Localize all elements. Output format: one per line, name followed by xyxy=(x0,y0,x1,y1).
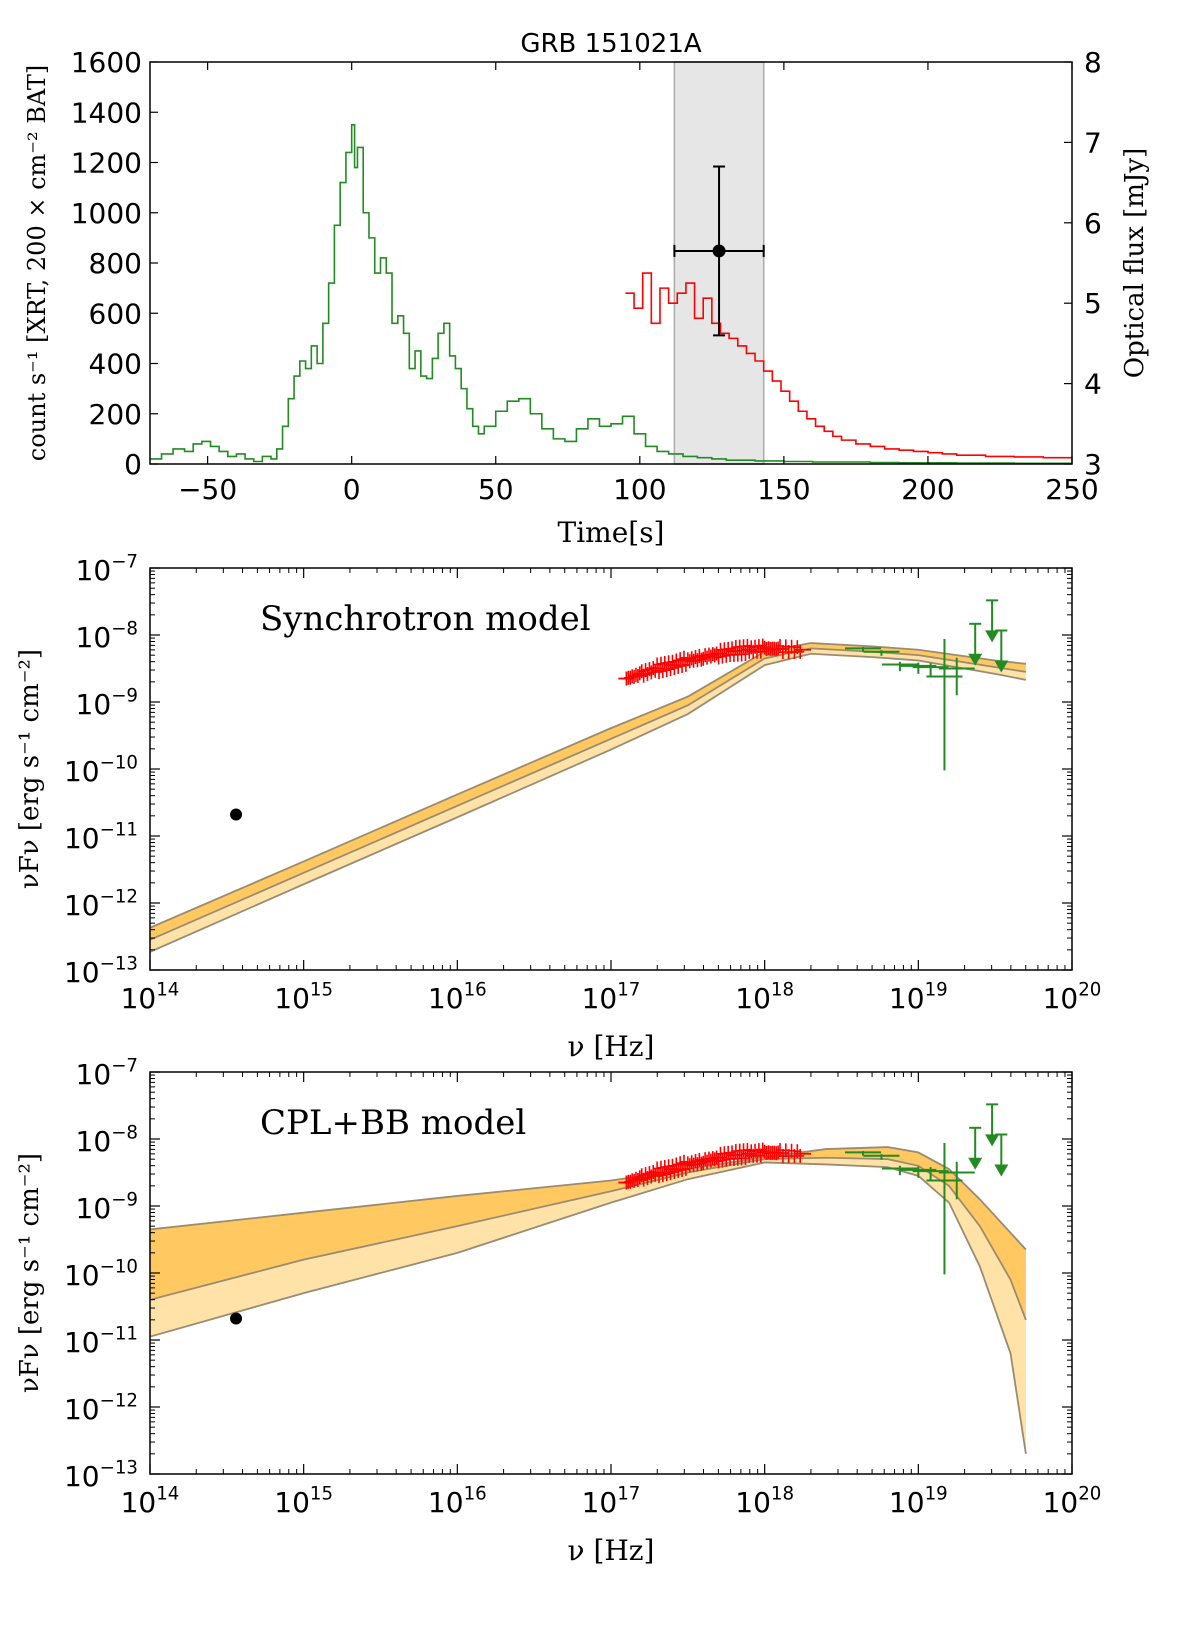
x-tick-label: 200 xyxy=(901,473,954,506)
y-tick-label: 200 xyxy=(89,398,142,431)
x-tick-label: 1017 xyxy=(582,1483,641,1519)
y-tick-label: 10−12 xyxy=(64,886,138,922)
x-tick-label: 1014 xyxy=(121,1483,180,1519)
optical-point xyxy=(230,1312,243,1325)
x-axis-label: Time[s] xyxy=(558,516,665,549)
model-center-line xyxy=(150,1156,1027,1321)
upper-limit-arrow xyxy=(994,660,1009,673)
y-right-tick-label: 5 xyxy=(1084,287,1102,320)
y-tick-label: 1400 xyxy=(71,96,142,129)
model-band-inner xyxy=(150,643,1026,940)
y-tick-label: 10−7 xyxy=(76,551,138,587)
y-right-tick-label: 3 xyxy=(1084,448,1102,481)
y-tick-label: 10−13 xyxy=(64,953,138,989)
x-axis-label: ν [Hz] xyxy=(568,1030,655,1063)
x-tick-label: 0 xyxy=(343,473,361,506)
sed-panel-1: 1014 1015 1016 1017 1018 1019 1020 10−13 10−12 10… xyxy=(15,551,1101,1063)
model-band-inner xyxy=(150,1147,1026,1320)
y-tick-label: 10−9 xyxy=(76,685,138,721)
x-tick-label: 1017 xyxy=(582,979,641,1015)
y-tick-label: 10−11 xyxy=(64,819,138,855)
model-band-outer xyxy=(150,643,1026,952)
upper-limit-arrow xyxy=(968,1157,983,1170)
x-tick-label: 250 xyxy=(1045,473,1098,506)
optical-point xyxy=(712,244,726,258)
y-tick-label: 10−7 xyxy=(76,1055,138,1091)
y-tick-label: 10−11 xyxy=(64,1323,138,1359)
y-tick-label: 0 xyxy=(124,448,142,481)
model-annotation: CPL+BB model xyxy=(260,1103,526,1143)
x-axis-label: ν [Hz] xyxy=(568,1534,655,1567)
model-annotation: Synchrotron model xyxy=(260,599,591,639)
x-tick-label: 150 xyxy=(757,473,810,506)
y-tick-label: 10−8 xyxy=(76,618,138,654)
y-tick-label: 10−9 xyxy=(76,1189,138,1225)
x-tick-label: 1018 xyxy=(735,979,794,1015)
series-xrt-line xyxy=(625,272,1072,460)
y-right-tick-label: 8 xyxy=(1084,46,1102,79)
upper-limit-arrow xyxy=(968,653,983,666)
y-axis-label: count s⁻¹ [XRT, 200 × cm⁻² BAT] xyxy=(23,65,51,461)
model-lower-line xyxy=(150,652,1027,953)
y-tick-label: 1600 xyxy=(71,46,142,79)
sed-panel-2: 1014 1015 1016 1017 1018 1019 1020 10−13 10−12 10… xyxy=(15,1055,1101,1567)
x-tick-label: 1015 xyxy=(274,979,333,1015)
y-right-tick-label: 6 xyxy=(1084,207,1102,240)
x-tick-label: 100 xyxy=(613,473,666,506)
y-tick-label: 800 xyxy=(89,247,142,280)
y-tick-label: 1000 xyxy=(71,197,142,230)
chart-title: GRB 151021A xyxy=(520,29,702,59)
model-lower-line xyxy=(150,1161,1027,1455)
y-tick-label: 400 xyxy=(89,348,142,381)
series-bat-line xyxy=(150,124,1072,464)
x-tick-label: 1016 xyxy=(428,1483,487,1519)
y-tick-label: 10−12 xyxy=(64,1390,138,1426)
x-tick-label: 1020 xyxy=(1043,979,1102,1015)
x-tick-label: 1020 xyxy=(1043,1483,1102,1519)
x-tick-label: 1014 xyxy=(121,979,180,1015)
y-right-tick-label: 4 xyxy=(1084,368,1102,401)
x-tick-label: −50 xyxy=(178,473,237,506)
upper-limit-arrow xyxy=(985,1134,1000,1147)
y-right-axis-label: Optical flux [mJy] xyxy=(1120,148,1150,378)
x-tick-label: 1018 xyxy=(735,1483,794,1519)
x-tick-label: 50 xyxy=(478,473,514,506)
y-tick-label: 10−10 xyxy=(64,1256,138,1292)
model-upper-line xyxy=(150,1146,1027,1251)
y-tick-label: 10−10 xyxy=(64,752,138,788)
y-tick-label: 600 xyxy=(89,297,142,330)
y-tick-label: 1200 xyxy=(71,147,142,180)
y-axis-label: νFν [erg s⁻¹ cm⁻²] xyxy=(15,1153,45,1393)
y-axis-label: νFν [erg s⁻¹ cm⁻²] xyxy=(15,649,45,889)
y-tick-label: 10−13 xyxy=(64,1457,138,1493)
optical-point xyxy=(230,808,243,821)
x-tick-label: 1015 xyxy=(274,1483,333,1519)
model-center-line xyxy=(150,647,1027,941)
upper-limit-arrow xyxy=(994,1164,1009,1177)
x-tick-label: 1019 xyxy=(889,979,948,1015)
y-tick-label: 10−8 xyxy=(76,1122,138,1158)
upper-limit-arrow xyxy=(985,630,1000,643)
x-tick-label: 1019 xyxy=(889,1483,948,1519)
light-curve-panel: −50 0 50 100 150 200 250 0 200 400 600 800 1000 1200 1… xyxy=(23,29,1150,549)
x-tick-label: 1016 xyxy=(428,979,487,1015)
y-right-tick-label: 7 xyxy=(1084,126,1102,159)
